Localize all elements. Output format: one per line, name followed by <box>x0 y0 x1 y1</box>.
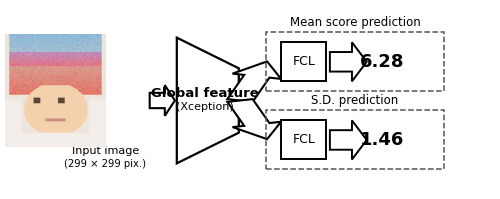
Text: (299 × 299 pix.): (299 × 299 pix.) <box>64 159 146 170</box>
Text: 6.28: 6.28 <box>360 54 405 71</box>
Text: FCL: FCL <box>292 134 315 146</box>
Text: FCL: FCL <box>292 55 315 68</box>
Bar <box>282 120 326 159</box>
Text: Mean score prediction: Mean score prediction <box>290 16 420 29</box>
Polygon shape <box>330 120 366 159</box>
Polygon shape <box>228 99 281 139</box>
Polygon shape <box>330 42 366 81</box>
Polygon shape <box>177 38 239 163</box>
Polygon shape <box>228 61 281 102</box>
Bar <box>282 42 326 81</box>
Text: 1.46: 1.46 <box>360 131 405 149</box>
Bar <box>266 110 444 169</box>
Text: Global feature: Global feature <box>151 87 259 100</box>
Polygon shape <box>150 85 175 116</box>
Text: S.D. prediction: S.D. prediction <box>312 94 398 107</box>
Text: Input image: Input image <box>72 146 139 156</box>
Text: (Xception): (Xception) <box>176 102 234 112</box>
Bar <box>266 31 444 91</box>
